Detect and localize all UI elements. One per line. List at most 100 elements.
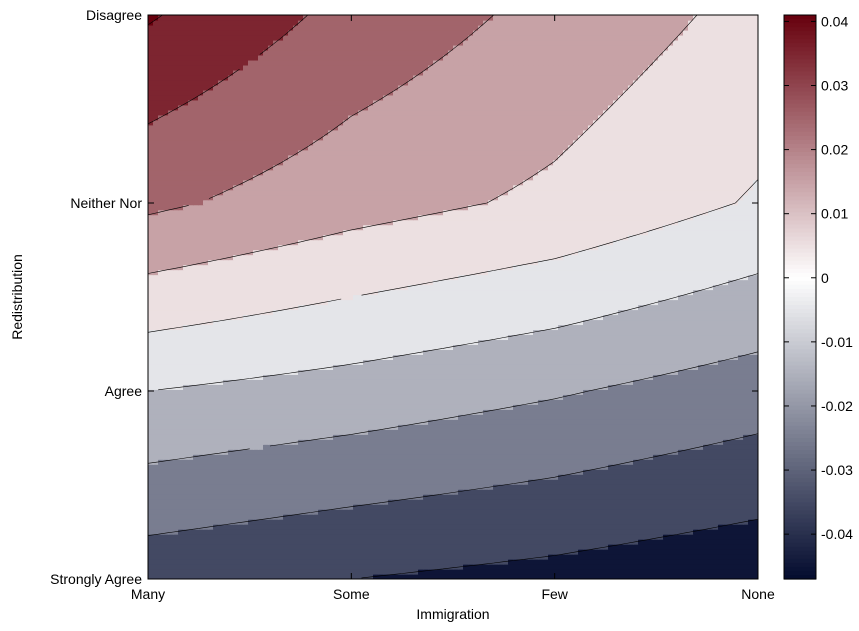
contour-cell [383, 514, 389, 520]
contour-cell [658, 479, 664, 485]
contour-cell [348, 424, 354, 430]
contour-cell [433, 544, 439, 550]
contour-cell [658, 474, 664, 480]
contour-cell [368, 399, 374, 405]
contour-cell [233, 439, 239, 445]
contour-cell [263, 434, 269, 440]
contour-cell [698, 374, 704, 380]
contour-cell [473, 574, 479, 579]
contour-cell [193, 419, 199, 425]
contour-cell [563, 569, 569, 575]
contour-cell [613, 544, 619, 550]
contour-cell [698, 384, 704, 390]
contour-cell [248, 519, 254, 525]
contour-cell [238, 524, 244, 530]
contour-cell [318, 549, 324, 555]
contour-cell [293, 424, 299, 430]
contour-cell [648, 574, 654, 579]
contour-cell [288, 519, 294, 525]
contour-cell [268, 474, 274, 480]
contour-cell [648, 409, 654, 415]
contour-cell [723, 534, 729, 540]
contour-cell [683, 549, 689, 555]
contour-cell [313, 404, 319, 410]
contour-cell [448, 439, 454, 445]
contour-cell [423, 439, 429, 445]
contour-cell [523, 394, 529, 400]
contour-cell [273, 459, 279, 465]
contour-cell [313, 534, 319, 540]
contour-cell [583, 444, 589, 450]
contour-cell [598, 504, 604, 510]
contour-cell [388, 384, 394, 390]
contour-cell [588, 549, 594, 555]
contour-cell [223, 384, 229, 390]
contour-cell [368, 404, 374, 410]
contour-cell [693, 399, 699, 405]
contour-cell [473, 459, 479, 465]
contour-cell [363, 479, 369, 485]
contour-cell [563, 444, 569, 450]
contour-cell [253, 424, 259, 430]
contour-cell [658, 499, 664, 505]
contour-cell [363, 409, 369, 415]
contour-cell [493, 444, 499, 450]
contour-cell [198, 409, 204, 415]
contour-cell [528, 449, 534, 455]
contour-cell [313, 519, 319, 525]
contour-cell [553, 454, 559, 460]
contour-cell [293, 574, 299, 579]
contour-cell [163, 404, 169, 410]
contour-cell [563, 469, 569, 475]
contour-cell [588, 384, 594, 390]
contour-cell [288, 404, 294, 410]
contour-cell [258, 394, 264, 400]
contour-cell [623, 464, 629, 470]
contour-cell [253, 479, 259, 485]
contour-cell [598, 469, 604, 475]
contour-cell [548, 554, 554, 560]
contour-cell [348, 404, 354, 410]
contour-cell [538, 389, 544, 395]
contour-cell [168, 549, 174, 555]
contour-cell [553, 534, 559, 540]
contour-cell [618, 529, 624, 535]
contour-cell [188, 489, 194, 495]
contour-cell [263, 389, 269, 395]
contour-cell [148, 384, 154, 390]
contour-cell [703, 539, 709, 545]
contour-cell [358, 509, 364, 515]
contour-cell [353, 534, 359, 540]
contour-cell [183, 514, 189, 520]
contour-cell [538, 444, 544, 450]
contour-cell [548, 539, 554, 545]
contour-cell [238, 434, 244, 440]
contour-cell [328, 379, 334, 385]
contour-cell [308, 499, 314, 505]
contour-cell [658, 389, 664, 395]
contour-cell [683, 479, 689, 485]
contour-cell [303, 399, 309, 405]
contour-cell [438, 484, 444, 490]
contour-cell [453, 384, 459, 390]
contour-cell [613, 489, 619, 495]
contour-cell [213, 549, 219, 555]
contour-cell [518, 434, 524, 440]
contour-cell [273, 564, 279, 570]
contour-cell [608, 384, 614, 390]
contour-cell [403, 569, 409, 575]
contour-cell [358, 464, 364, 470]
contour-cell [648, 374, 654, 380]
contour-cell [293, 549, 299, 555]
contour-cell [553, 394, 559, 400]
contour-cell [543, 534, 549, 540]
contour-cell [353, 379, 359, 385]
contour-cell [558, 539, 564, 545]
contour-cell [233, 524, 239, 530]
contour-cell [448, 489, 454, 495]
contour-cell [538, 544, 544, 550]
contour-cell [473, 449, 479, 455]
contour-cell [653, 499, 659, 505]
contour-cell [743, 399, 749, 405]
contour-cell [228, 484, 234, 490]
